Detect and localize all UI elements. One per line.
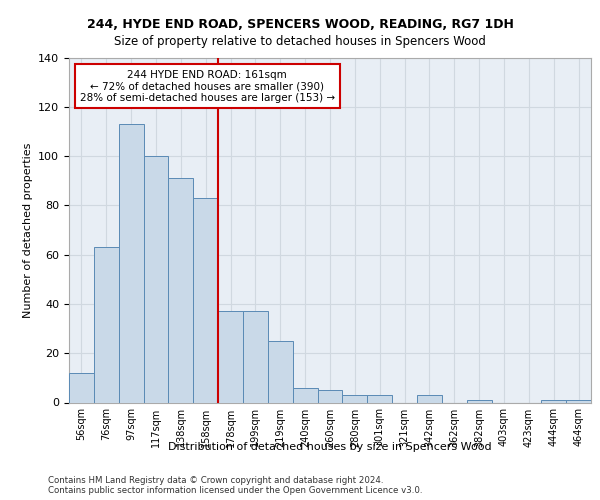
Bar (143, 156, 169, 402)
Text: Size of property relative to detached houses in Spencers Wood: Size of property relative to detached ho… (114, 35, 486, 48)
Text: Contains public sector information licensed under the Open Government Licence v3: Contains public sector information licen… (48, 486, 422, 495)
Bar (467, 400, 491, 402)
Bar (243, 312, 268, 402)
Bar (417, 395, 442, 402)
Bar (268, 341, 293, 402)
Text: Distribution of detached houses by size in Spencers Wood: Distribution of detached houses by size … (168, 442, 492, 452)
Bar (566, 400, 591, 402)
Bar (69, 373, 94, 402)
Bar (317, 390, 343, 402)
Bar (367, 395, 392, 402)
Bar (218, 312, 243, 402)
Text: 244 HYDE END ROAD: 161sqm
← 72% of detached houses are smaller (390)
28% of semi: 244 HYDE END ROAD: 161sqm ← 72% of detac… (80, 70, 335, 103)
Text: 244, HYDE END ROAD, SPENCERS WOOD, READING, RG7 1DH: 244, HYDE END ROAD, SPENCERS WOOD, READI… (86, 18, 514, 30)
Bar (293, 388, 317, 402)
Bar (169, 178, 193, 402)
Y-axis label: Number of detached properties: Number of detached properties (23, 142, 32, 318)
Bar (193, 198, 218, 402)
Bar (541, 400, 566, 402)
Bar (343, 395, 367, 402)
Bar (94, 247, 119, 402)
Bar (119, 124, 143, 402)
Text: Contains HM Land Registry data © Crown copyright and database right 2024.: Contains HM Land Registry data © Crown c… (48, 476, 383, 485)
